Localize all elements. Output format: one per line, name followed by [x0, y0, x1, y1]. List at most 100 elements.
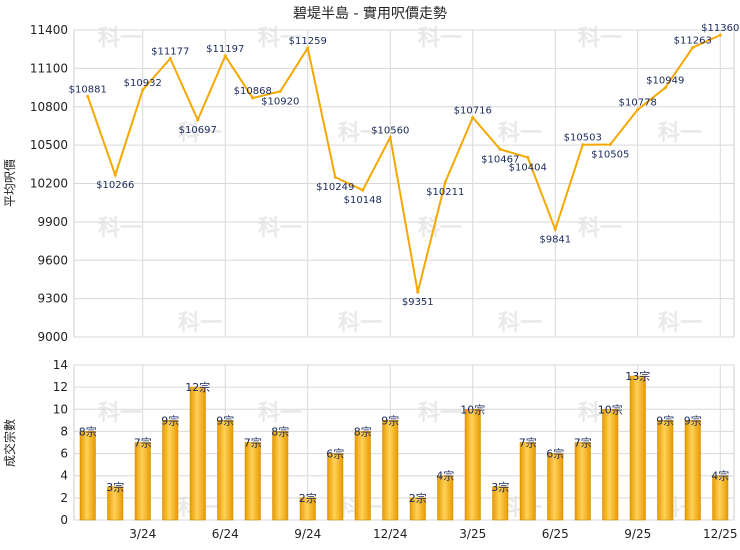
x-tick-label: 12/24	[373, 527, 408, 541]
watermark-text: 科一	[418, 401, 462, 426]
price-data-label: $10778	[619, 98, 657, 109]
volume-bar	[712, 475, 729, 521]
price-data-label: $10266	[96, 180, 134, 191]
volume-bar	[189, 386, 206, 521]
volume-data-label: 4宗	[436, 469, 454, 483]
volume-data-label: 8宗	[79, 424, 97, 438]
watermark-text: 科一	[258, 216, 302, 241]
price-point	[553, 227, 557, 231]
watermark-text: 科一	[658, 121, 702, 146]
volume-bar	[134, 442, 151, 521]
price-data-label: $11259	[289, 36, 327, 47]
volume-bar	[354, 431, 371, 521]
volume-data-label: 3宗	[106, 480, 124, 494]
volume-data-label: 9宗	[381, 413, 399, 427]
volume-tick-label: 6	[60, 447, 68, 461]
price-point	[498, 147, 502, 151]
volume-bar	[327, 453, 344, 521]
price-tick-label: 10200	[30, 177, 68, 191]
volume-bar	[519, 442, 536, 521]
volume-tick-label: 12	[53, 380, 68, 394]
x-tick-label: 9/24	[294, 527, 321, 541]
price-data-label: $10881	[69, 84, 107, 95]
price-data-label: $10249	[316, 182, 354, 193]
volume-bar	[629, 375, 646, 521]
price-data-label: $9841	[539, 234, 571, 245]
watermark-text: 科一	[258, 401, 302, 426]
price-data-label: $10404	[509, 162, 547, 173]
volume-data-label: 9宗	[216, 413, 234, 427]
price-data-label: $10560	[371, 125, 409, 136]
volume-bar	[382, 420, 399, 521]
price-tick-label: 9300	[37, 292, 68, 306]
price-tick-label: 10800	[30, 100, 68, 114]
price-data-label: $10716	[454, 105, 492, 116]
volume-data-label: 10宗	[460, 402, 485, 416]
watermark-text: 科一	[178, 311, 222, 336]
price-data-label: $11177	[151, 47, 189, 58]
volume-data-label: 2宗	[299, 491, 317, 505]
volume-bar	[272, 431, 289, 521]
volume-tick-label: 14	[53, 358, 68, 372]
volume-data-label: 6宗	[546, 447, 564, 461]
price-point	[333, 175, 337, 179]
volume-bar	[79, 431, 96, 521]
volume-tick-label: 0	[60, 513, 68, 527]
volume-tick-label: 8	[60, 424, 68, 438]
volume-data-label: 6宗	[326, 447, 344, 461]
volume-tick-label: 10	[53, 402, 68, 416]
price-point	[718, 33, 722, 37]
price-data-label: $10505	[591, 149, 629, 160]
price-point	[636, 108, 640, 112]
volume-data-label: 7宗	[134, 436, 152, 450]
volume-bar	[657, 420, 674, 521]
volume-data-label: 7宗	[244, 436, 262, 450]
watermark-text: 科一	[178, 121, 222, 146]
price-point	[141, 88, 145, 92]
volume-bar	[217, 420, 234, 521]
price-point	[608, 142, 612, 146]
price-data-label: $11197	[206, 44, 244, 55]
watermark-text: 科一	[338, 311, 382, 336]
price-data-label: $10503	[564, 133, 602, 144]
price-point	[388, 135, 392, 139]
price-series-line	[86, 34, 721, 293]
price-point	[416, 290, 420, 294]
volume-tick-label: 4	[60, 469, 68, 483]
price-data-label: $10949	[646, 76, 684, 87]
price-tick-label: 11100	[30, 61, 68, 75]
price-point	[86, 94, 90, 98]
volume-data-label: 8宗	[271, 424, 289, 438]
x-tick-label: 3/24	[129, 527, 156, 541]
volume-bar	[409, 497, 426, 521]
x-tick-label: 12/25	[703, 527, 738, 541]
watermark-text: 科一	[98, 216, 142, 241]
price-data-label: $9351	[402, 297, 434, 308]
price-point	[691, 46, 695, 50]
watermark-text: 科一	[498, 311, 542, 336]
volume-data-label: 9宗	[656, 413, 674, 427]
price-point	[168, 57, 172, 61]
volume-bar	[464, 408, 481, 521]
volume-data-label: 12宗	[185, 380, 210, 394]
volume-bar	[162, 420, 179, 521]
volume-bar	[547, 453, 564, 521]
price-tick-label: 9600	[37, 253, 68, 267]
watermark-text: 科一	[498, 121, 542, 146]
price-data-label: $10467	[481, 154, 519, 165]
volume-data-label: 9宗	[161, 413, 179, 427]
volume-data-label: 9宗	[684, 413, 702, 427]
x-tick-label: 9/25	[624, 527, 651, 541]
price-point	[361, 188, 365, 192]
volume-bar	[602, 408, 619, 521]
volume-axis-label: 成交宗數	[2, 419, 17, 467]
volume-bar	[437, 475, 454, 521]
volume-bar	[244, 442, 261, 521]
x-tick-label: 6/24	[212, 527, 239, 541]
price-axis-label: 平均呎價	[3, 159, 17, 207]
volume-bar	[574, 442, 591, 521]
watermark-text: 科一	[418, 216, 462, 241]
volume-data-label: 4宗	[711, 469, 729, 483]
price-point	[526, 155, 530, 159]
